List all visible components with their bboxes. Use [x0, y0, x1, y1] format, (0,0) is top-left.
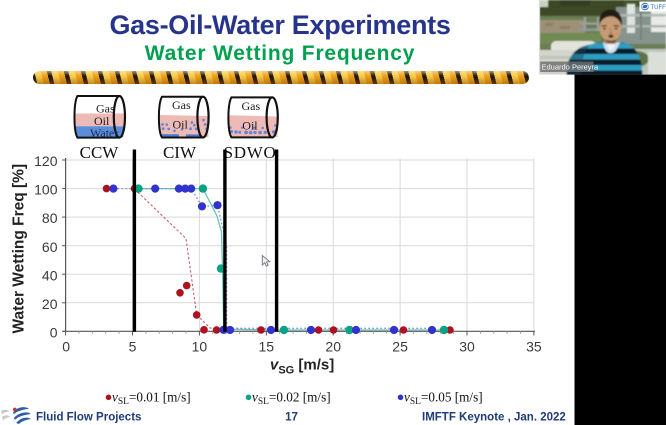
svg-text:TUFFP: TUFFP: [651, 5, 666, 11]
svg-text:Oil: Oil: [94, 114, 110, 128]
svg-text:Gas: Gas: [172, 98, 191, 112]
svg-text:Fluid Flow Projects: Fluid Flow Projects: [36, 412, 141, 424]
svg-text:vSL=0.01 [m/s]: vSL=0.01 [m/s]: [112, 390, 191, 408]
svg-text:Water Wetting Freq [%]: Water Wetting Freq [%]: [11, 164, 28, 334]
svg-text:Water: Water: [90, 126, 118, 140]
svg-text:0: 0: [50, 324, 58, 340]
svg-text:15: 15: [259, 338, 275, 354]
svg-text:40: 40: [42, 267, 58, 283]
svg-text:60: 60: [42, 239, 58, 255]
svg-text:5: 5: [129, 338, 137, 354]
svg-text:25: 25: [392, 338, 408, 354]
svg-text:120: 120: [34, 153, 58, 169]
svg-text:Gas: Gas: [96, 102, 115, 116]
svg-text:17: 17: [285, 412, 298, 424]
svg-text:CCW: CCW: [80, 143, 120, 162]
svg-text:30: 30: [459, 338, 475, 354]
svg-text:Eduardo Pereyra: Eduardo Pereyra: [542, 63, 600, 72]
svg-text:20: 20: [325, 338, 341, 354]
svg-text:Oil: Oil: [242, 118, 258, 132]
svg-text:0: 0: [62, 338, 70, 354]
svg-text:80: 80: [42, 210, 58, 226]
svg-text:CIW: CIW: [163, 143, 197, 162]
svg-text:IMFTF Keynote , Jan. 2022: IMFTF Keynote , Jan. 2022: [422, 412, 566, 424]
svg-text:20: 20: [42, 296, 58, 312]
svg-text:Oil: Oil: [173, 118, 189, 132]
svg-text:100: 100: [34, 182, 58, 198]
svg-text:vSL=0.02 [m/s]: vSL=0.02 [m/s]: [252, 390, 331, 408]
svg-text:Gas: Gas: [242, 99, 261, 113]
svg-text:10: 10: [192, 338, 208, 354]
svg-text:35: 35: [526, 338, 542, 354]
svg-text:vSL=0.05 [m/s]: vSL=0.05 [m/s]: [404, 390, 483, 408]
svg-text:SDWO: SDWO: [224, 143, 277, 162]
svg-text:vSG [m/s]: vSG [m/s]: [270, 357, 334, 377]
